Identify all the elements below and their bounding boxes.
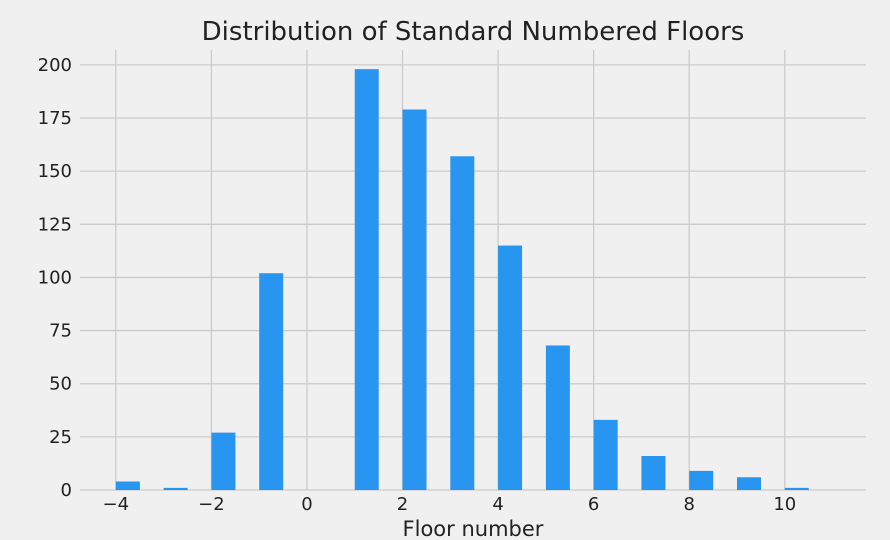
y-axis-ticks: 0 25 50 75 100 125 150 175 200 <box>38 55 72 501</box>
bar-floor-4 <box>498 245 523 490</box>
x-tick-label: 10 <box>773 494 796 515</box>
x-tick-label: 0 <box>301 494 312 515</box>
y-tick-label: 25 <box>49 427 72 448</box>
y-tick-label: 100 <box>38 267 72 288</box>
y-tick-label: 200 <box>38 55 72 76</box>
bar-floor-minus-2 <box>211 432 236 490</box>
bar-floor-minus-1 <box>259 273 284 490</box>
bar-floor-8 <box>689 470 714 490</box>
x-tick-label: 4 <box>492 494 503 515</box>
y-tick-label: 0 <box>61 480 72 501</box>
bars <box>115 69 809 490</box>
bar-floor-10 <box>784 487 809 490</box>
x-tick-label: 2 <box>397 494 408 515</box>
x-tick-label: 8 <box>683 494 694 515</box>
y-tick-label: 50 <box>49 374 72 395</box>
bar-floor-5 <box>545 345 570 490</box>
bar-floor-9 <box>736 477 761 490</box>
x-axis-label: Floor number <box>403 517 544 540</box>
bar-floor-3 <box>450 156 475 490</box>
x-tick-label: −4 <box>103 494 130 515</box>
y-tick-label: 75 <box>49 321 72 342</box>
bar-floor-minus-3 <box>163 487 188 490</box>
x-tick-label: −2 <box>198 494 225 515</box>
x-tick-label: 6 <box>588 494 599 515</box>
y-tick-label: 150 <box>38 161 72 182</box>
x-axis-ticks: −4 −2 0 2 4 6 8 10 <box>103 494 797 515</box>
bar-floor-7 <box>641 455 666 490</box>
bar-floor-2 <box>402 109 427 490</box>
y-tick-label: 125 <box>38 214 72 235</box>
bar-floor-1 <box>354 69 379 490</box>
bar-floor-6 <box>593 419 618 490</box>
bar-floor-minus-4 <box>115 481 140 490</box>
y-tick-label: 175 <box>38 108 72 129</box>
chart-title: Distribution of Standard Numbered Floors <box>202 17 745 47</box>
